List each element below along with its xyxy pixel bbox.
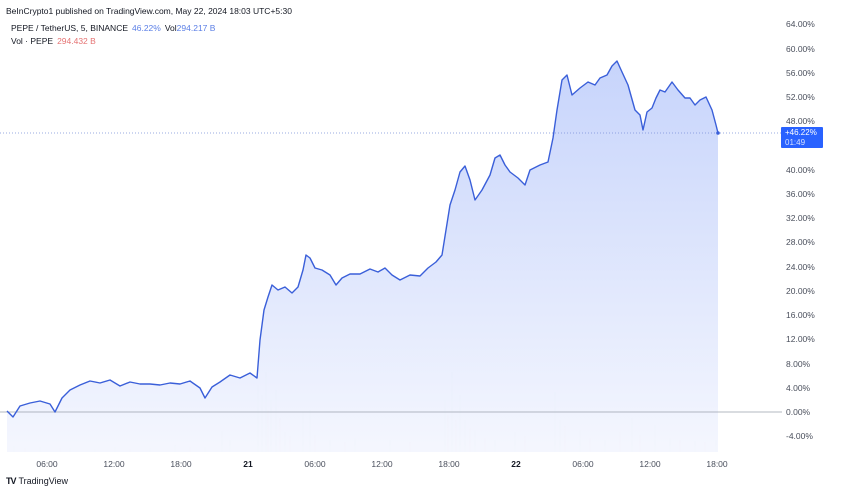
x-tick: 06:00 [36,459,58,469]
y-tick: 24.00% [786,262,815,272]
change-value: 46.22% [132,23,161,33]
y-tick: 4.00% [786,383,811,393]
volume-legend: Vol · PEPE 294.432 B [11,36,96,46]
y-tick: 36.00% [786,189,815,199]
y-tick: 52.00% [786,92,815,102]
y-tick: 64.00% [786,19,815,29]
x-tick: 06:00 [572,459,594,469]
y-tick: 40.00% [786,165,815,175]
y-tick: 28.00% [786,237,815,247]
y-tick: -4.00% [786,431,813,441]
x-tick: 18:00 [438,459,460,469]
y-tick: 0.00% [786,407,811,417]
price-line [6,60,719,418]
x-tick: 06:00 [304,459,326,469]
volume-series-label[interactable]: Vol · PEPE [11,36,54,46]
x-tick: 18:00 [706,459,728,469]
symbol-legend: PEPE / TetherUS, 5, BINANCE 46.22% Vol294.… [11,23,215,33]
y-tick: 60.00% [786,44,815,54]
y-tick: 16.00% [786,310,815,320]
last-price-tag: +46.22% 01:49 [781,127,823,148]
last-price-value: +46.22% [785,128,817,137]
tradingview-logo-icon: TV [6,476,16,486]
y-tick: 20.00% [786,286,815,296]
tradingview-brand[interactable]: TV TradingView [6,476,68,486]
x-tick: 12:00 [639,459,661,469]
y-tick: 48.00% [786,116,815,126]
brand-name: TradingView [18,476,69,486]
y-tick: 12.00% [786,334,815,344]
bar-countdown: 01:49 [785,138,806,147]
vol-label: Vol [164,23,177,33]
x-tick: 12:00 [103,459,125,469]
publisher-line: BeInCrypto1 published on TradingView.com… [6,6,292,16]
x-tick: 18:00 [170,459,192,469]
symbol-name[interactable]: PEPE / TetherUS, 5, BINANCE [11,23,128,33]
x-tick: 12:00 [371,459,393,469]
last-point [716,131,720,135]
y-tick: 8.00% [786,359,811,369]
volume-series-value: 294.432 B [57,36,96,46]
x-tick-day: 22 [511,459,521,469]
y-tick: 32.00% [786,213,815,223]
vol-value: 294.217 B [176,23,216,33]
x-tick-day: 21 [243,459,253,469]
price-area-fill [7,61,718,452]
y-tick: 56.00% [786,68,815,78]
